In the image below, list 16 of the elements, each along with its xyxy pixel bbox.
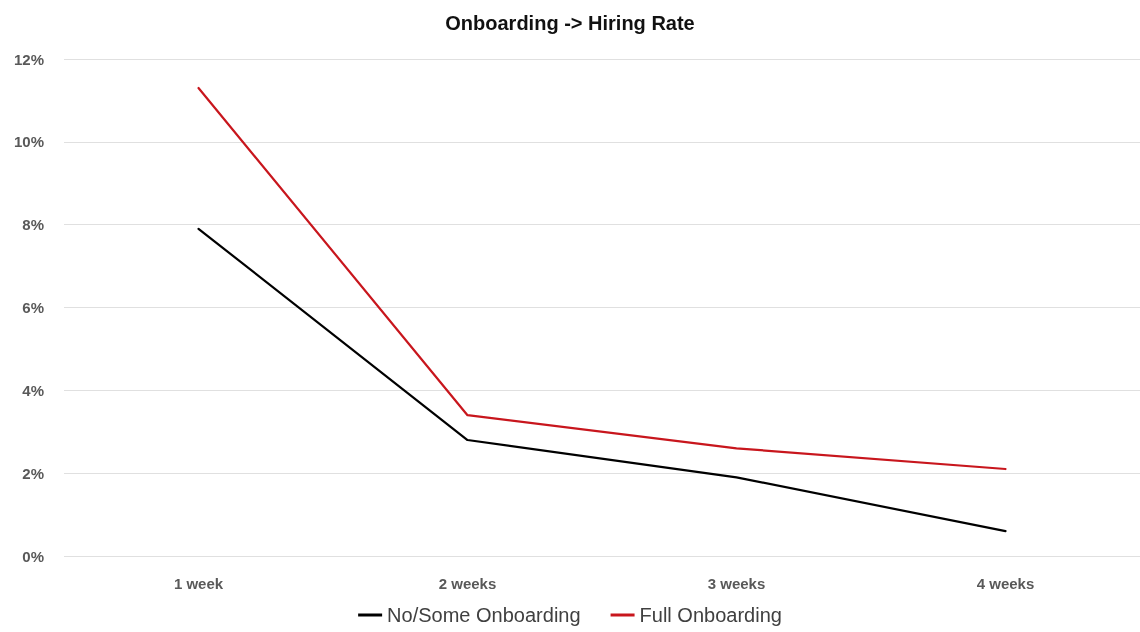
y-tick-label: 0%: [22, 547, 44, 565]
y-tick-label: 4%: [22, 381, 44, 399]
y-tick-label: 12%: [13, 50, 44, 68]
y-tick-label: 8%: [22, 216, 44, 234]
y-tick-label: 2%: [22, 464, 44, 482]
x-tick-label: 2 weeks: [438, 575, 497, 592]
x-tick-label: 3 weeks: [707, 575, 766, 592]
y-tick-label: 10%: [13, 133, 44, 151]
x-tick-label: 4 weeks: [976, 575, 1035, 592]
chart-title: Onboarding -> Hiring Rate: [445, 12, 695, 34]
line-series: [197, 227, 1007, 533]
x-tick-label: 1 week: [173, 575, 224, 592]
legend-label: Full Onboarding: [639, 604, 782, 626]
line-series: [197, 86, 1007, 471]
y-tick-label: 6%: [22, 299, 44, 316]
legend-label: No/Some Onboarding: [387, 604, 581, 626]
